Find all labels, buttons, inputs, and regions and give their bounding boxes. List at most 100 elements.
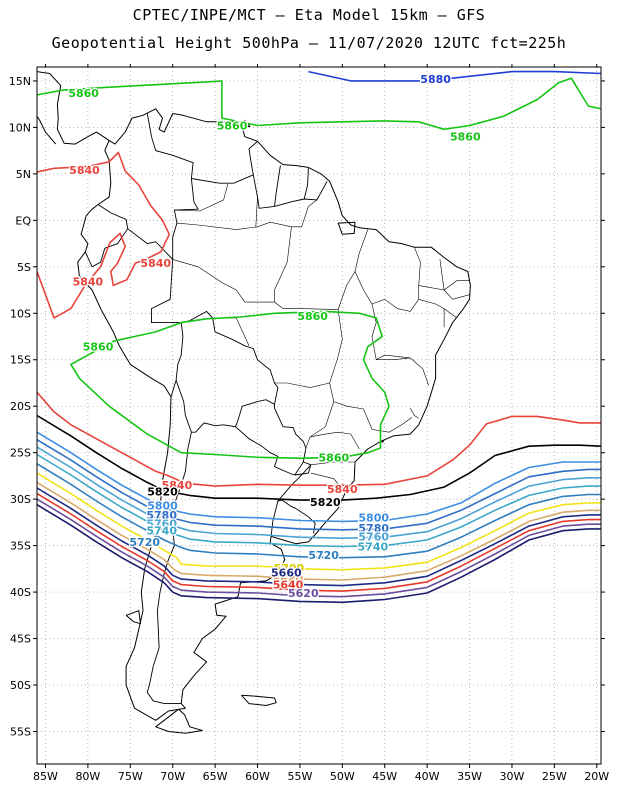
contour-5680 [37,481,601,581]
y-tick-label: 10S [10,307,31,320]
country-border [294,461,312,476]
contour-5800 [37,431,601,523]
contour-5600 [37,504,601,604]
y-tick-label: 55S [10,725,31,738]
contour-5880 [308,70,601,82]
state-border [255,197,258,227]
contour-label-5640: 5640 [273,579,304,592]
state-border [443,280,470,291]
country-border [303,167,309,200]
y-tick-label: 35S [10,540,31,553]
contour-label-5860: 5860 [450,131,481,144]
contour-5860 [70,310,390,460]
state-border [443,289,470,300]
contour-label-5720: 5720 [308,549,339,562]
state-border [418,259,445,291]
contour-label-5860: 5860 [319,451,350,464]
contour-label-5660: 5660 [271,567,302,580]
contour-label-5860: 5860 [297,310,328,323]
state-border [418,299,457,319]
state-border [337,229,369,310]
y-tick-label: 5S [17,261,31,274]
contour-label-5620: 5620 [288,587,319,600]
contour-5640 [37,492,601,592]
x-tick-label: 70W [160,770,185,783]
contour-5820 [37,414,601,501]
y-tick-label: 45S [10,633,31,646]
x-tick-label: 80W [75,770,100,783]
state-border [388,417,413,433]
contour-label-5840: 5840 [327,483,358,496]
contour-label-5720: 5720 [129,536,160,549]
contour-5840 [37,391,601,487]
y-tick-label: 10N [9,121,31,134]
contour-label-5800: 5800 [147,500,178,513]
x-tick-label: 55W [287,770,312,783]
state-border [333,401,390,433]
state-border [174,184,229,212]
country-border [274,165,281,207]
x-tick-label: 40W [415,770,440,783]
x-tick-label: 60W [245,770,270,783]
contour-label-5860: 5860 [68,87,99,100]
state-border [310,461,355,466]
country-border [84,204,129,268]
contour-5840 [37,151,171,319]
y-tick-label: 15S [10,354,31,367]
contour-label-5780: 5780 [146,509,177,522]
state-border [176,199,318,230]
contour-label-5740: 5740 [146,525,177,538]
contour-label-5840: 5840 [69,164,100,177]
map-frame [36,66,602,765]
y-tick-label: 30S [10,493,31,506]
contour-label-5840: 5840 [73,276,104,289]
state-border [310,431,360,450]
country-border [191,140,258,184]
contour-label-5840: 5840 [162,479,193,492]
country-border [252,174,328,209]
coastline [37,71,110,145]
y-tick-label: 50S [10,679,31,692]
country-border [175,310,279,433]
contour-5620 [37,498,601,598]
x-tick-label: 85W [33,770,58,783]
country-border [146,432,192,705]
coastline [241,694,277,706]
x-tick-label: 50W [330,770,355,783]
contour-label-5860: 5860 [83,341,114,354]
x-tick-label: 75W [118,770,143,783]
x-tick-label: 30W [500,770,525,783]
contour-label-5760: 5760 [358,530,389,543]
country-border [270,500,279,537]
y-tick-label: 20S [10,400,31,413]
contour-label-5840: 5840 [140,257,171,270]
plot-area: 5880 5860 5860 5860 5860 5860 5860 5840 5840 5840… [37,70,601,734]
grid-lines [37,67,601,764]
contour-label-5880: 5880 [420,73,451,86]
coastline [125,610,141,625]
y-tick-label: EQ [15,214,31,227]
state-border [310,472,346,493]
state-border [371,247,421,312]
x-tick-label: 45W [372,770,397,783]
contour-label-5800: 5800 [358,512,389,525]
contour-5700 [37,472,601,571]
state-border [274,382,330,388]
country-border [235,404,307,476]
coastline [337,221,356,235]
x-tick-label: 25W [542,770,567,783]
y-tick-label: 25S [10,447,31,460]
contour-5780 [37,439,601,531]
state-border [305,401,335,449]
y-tick-label: 5N [16,168,31,181]
contour-label-5780: 5780 [358,522,389,535]
x-tick-label: 65W [203,770,228,783]
state-border [376,357,411,361]
country-border [127,228,184,398]
x-tick-label: 35W [457,770,482,783]
axes: 85W 80W 75W 70W 65W 60W 55W 50W 45W 40W 35W 30W 25W 2… [9,64,609,783]
coastline [37,116,57,145]
coastline [77,108,471,721]
coastline [155,708,203,734]
